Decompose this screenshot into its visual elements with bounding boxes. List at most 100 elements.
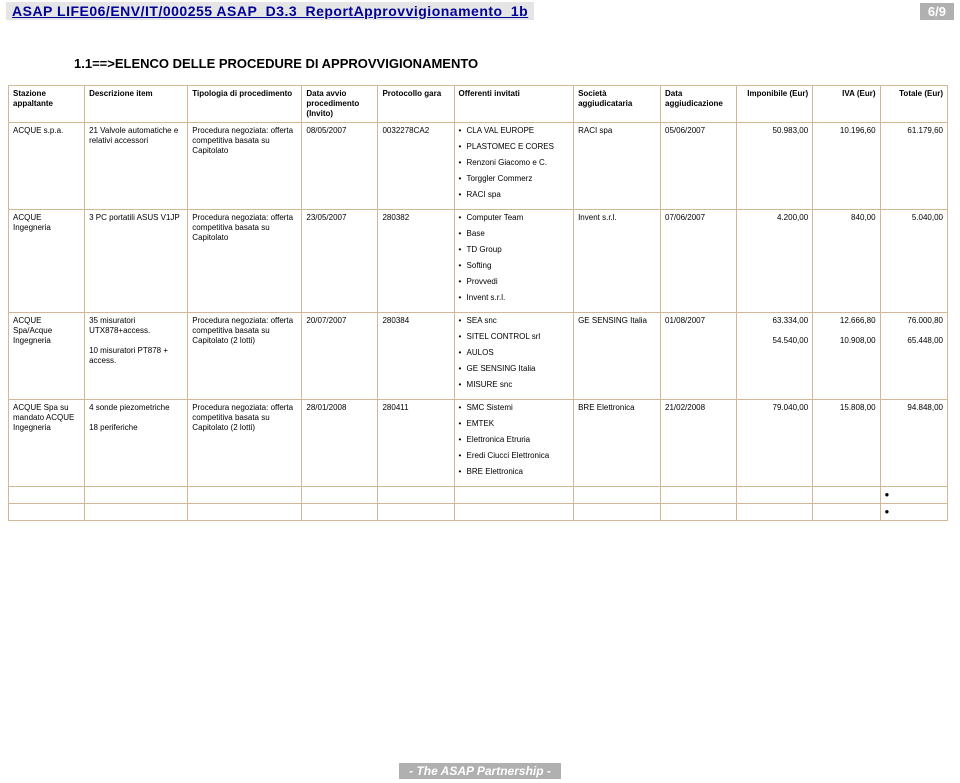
bidders-cell: SMC SistemiEMTEKElettronica EtruriaEredi… bbox=[454, 400, 574, 487]
table-cell: 07/06/2007 bbox=[661, 210, 737, 313]
table-cell bbox=[661, 487, 737, 504]
table-cell: ACQUE s.p.a. bbox=[9, 123, 85, 210]
table-cell bbox=[302, 504, 378, 521]
footer: - The ASAP Partnership - bbox=[0, 763, 960, 779]
bidder-item: Softing bbox=[459, 261, 570, 271]
table-cell: 840,00 bbox=[813, 210, 880, 313]
col-header: Data avvio procedimento (Invito) bbox=[302, 86, 378, 123]
table-row: ACQUE s.p.a.21 Valvole automatiche e rel… bbox=[9, 123, 948, 210]
table-cell: 10.196,60 bbox=[813, 123, 880, 210]
table-row: ACQUE Spa su mandato ACQUE Ingegneria4 s… bbox=[9, 400, 948, 487]
table-header: Stazione appaltanteDescrizione itemTipol… bbox=[9, 86, 948, 123]
bidder-item: SMC Sistemi bbox=[459, 403, 570, 413]
table-cell bbox=[378, 487, 454, 504]
table-cell: 63.334,00 54.540,00 bbox=[737, 313, 813, 400]
table-cell bbox=[574, 487, 661, 504]
table-cell: ● bbox=[880, 487, 947, 504]
table-cell: ACQUE Ingegneria bbox=[9, 210, 85, 313]
table-cell: 35 misuratori UTX878+access. 10 misurato… bbox=[85, 313, 188, 400]
bidder-item: EMTEK bbox=[459, 419, 570, 429]
table-cell bbox=[9, 504, 85, 521]
table-cell: 0032278CA2 bbox=[378, 123, 454, 210]
table-cell: 15.808,00 bbox=[813, 400, 880, 487]
header-bar: ASAP LIFE06/ENV/IT/000255 ASAP_D3.3_Repo… bbox=[0, 0, 960, 22]
bidder-item: RACI spa bbox=[459, 190, 570, 200]
table-cell bbox=[737, 504, 813, 521]
section-title: 1.1==>ELENCO DELLE PROCEDURE DI APPROVVI… bbox=[74, 56, 960, 71]
bidder-item: CLA VAL EUROPE bbox=[459, 126, 570, 136]
col-header: Offerenti invitati bbox=[454, 86, 574, 123]
bidder-item: Invent s.r.l. bbox=[459, 293, 570, 303]
table-cell bbox=[9, 487, 85, 504]
table-cell: ● bbox=[880, 504, 947, 521]
bidder-item: BRE Elettronica bbox=[459, 467, 570, 477]
bidder-item: Provvedi bbox=[459, 277, 570, 287]
col-header: Descrizione item bbox=[85, 86, 188, 123]
table-cell: ACQUE Spa su mandato ACQUE Ingegneria bbox=[9, 400, 85, 487]
table-cell: 12.666,80 10.908,00 bbox=[813, 313, 880, 400]
table-cell: 79.040,00 bbox=[737, 400, 813, 487]
table-cell: 23/05/2007 bbox=[302, 210, 378, 313]
table-cell: 94.848,00 bbox=[880, 400, 947, 487]
footer-text: - The ASAP Partnership - bbox=[399, 763, 561, 779]
table-cell bbox=[85, 487, 188, 504]
col-header: Stazione appaltante bbox=[9, 86, 85, 123]
table-cell: 4 sonde piezometriche 18 periferiche bbox=[85, 400, 188, 487]
table-cell: ACQUE Spa/Acque Ingegneria bbox=[9, 313, 85, 400]
table-cell: 5.040,00 bbox=[880, 210, 947, 313]
table-cell: BRE Elettronica bbox=[574, 400, 661, 487]
table-cell: 05/06/2007 bbox=[661, 123, 737, 210]
bidders-cell: SEA snc SITEL CONTROL srl AULOS GE SENSING … bbox=[454, 313, 574, 400]
bidder-item: SEA snc bbox=[459, 316, 570, 326]
bidders-cell: Computer Team Base TD Group Softing Provvedi… bbox=[454, 210, 574, 313]
table-cell: 76.000,80 65.448,00 bbox=[880, 313, 947, 400]
bidder-item: Eredi Ciucci Elettronica bbox=[459, 451, 570, 461]
table-cell: 50.983,00 bbox=[737, 123, 813, 210]
table-cell bbox=[454, 487, 574, 504]
table-cell: Procedura negoziata: offerta competitiva… bbox=[188, 210, 302, 313]
table-cell: 280384 bbox=[378, 313, 454, 400]
bidder-item: SITEL CONTROL srl bbox=[459, 332, 570, 342]
bidder-item: PLASTOMEC E CORES bbox=[459, 142, 570, 152]
bidder-item: Renzoni Giacomo e C. bbox=[459, 158, 570, 168]
table-cell: 21/02/2008 bbox=[661, 400, 737, 487]
table-cell: Procedura negoziata: offerta competitiva… bbox=[188, 123, 302, 210]
table-cell bbox=[302, 487, 378, 504]
bidder-item: Computer Team bbox=[459, 213, 570, 223]
bidder-item: AULOS bbox=[459, 348, 570, 358]
table-cell bbox=[85, 504, 188, 521]
table-cell: 3 PC portatili ASUS V1JP bbox=[85, 210, 188, 313]
table-row: ● bbox=[9, 487, 948, 504]
col-header: Tipologia di procedimento bbox=[188, 86, 302, 123]
table-cell: 28/01/2008 bbox=[302, 400, 378, 487]
table-cell: 4.200,00 bbox=[737, 210, 813, 313]
bidder-item: GE SENSING Italia bbox=[459, 364, 570, 374]
table-cell bbox=[378, 504, 454, 521]
table-cell: Invent s.r.l. bbox=[574, 210, 661, 313]
table-cell bbox=[813, 504, 880, 521]
table-cell bbox=[454, 504, 574, 521]
bidder-item: Torggler Commerz bbox=[459, 174, 570, 184]
bidder-item: MISURE snc bbox=[459, 380, 570, 390]
table-cell: Procedura negoziata: offerta competitiva… bbox=[188, 400, 302, 487]
table-cell: 61.179,60 bbox=[880, 123, 947, 210]
col-header: Data aggiudicazione bbox=[661, 86, 737, 123]
document-title: ASAP LIFE06/ENV/IT/000255 ASAP_D3.3_Repo… bbox=[6, 2, 534, 20]
table-cell bbox=[813, 487, 880, 504]
table-cell: 08/05/2007 bbox=[302, 123, 378, 210]
table-body: ACQUE s.p.a.21 Valvole automatiche e rel… bbox=[9, 123, 948, 521]
table-row: ACQUE Ingegneria3 PC portatili ASUS V1JP… bbox=[9, 210, 948, 313]
table-cell: 20/07/2007 bbox=[302, 313, 378, 400]
bidder-item: TD Group bbox=[459, 245, 570, 255]
table-cell bbox=[188, 504, 302, 521]
bidder-item: Base bbox=[459, 229, 570, 239]
col-header: Totale (Eur) bbox=[880, 86, 947, 123]
table-cell bbox=[574, 504, 661, 521]
procedures-table: Stazione appaltanteDescrizione itemTipol… bbox=[8, 85, 948, 521]
table-cell: 21 Valvole automatiche e relativi access… bbox=[85, 123, 188, 210]
table-row: ● bbox=[9, 504, 948, 521]
table-cell: RACI spa bbox=[574, 123, 661, 210]
col-header: Imponibile (Eur) bbox=[737, 86, 813, 123]
table-cell bbox=[737, 487, 813, 504]
table-cell: 280411 bbox=[378, 400, 454, 487]
